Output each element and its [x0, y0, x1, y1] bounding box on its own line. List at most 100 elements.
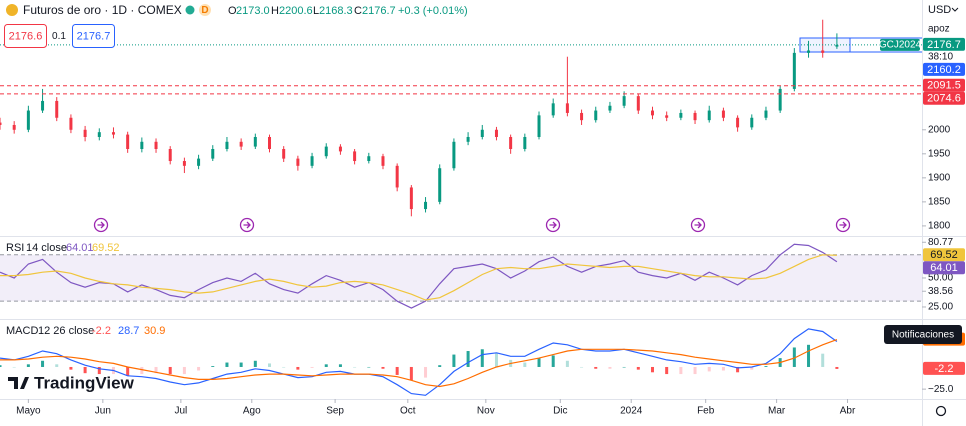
candle-body — [367, 156, 371, 162]
y-tick-label: −25.0 — [928, 384, 954, 395]
histogram-bar — [381, 366, 385, 369]
price-tag — [923, 37, 965, 51]
symbol-title[interactable]: Futuros de oro · 1D · COMEX — [23, 3, 182, 17]
histogram-bar — [154, 366, 158, 374]
x-tick-label: Oct — [400, 406, 416, 417]
sell-button[interactable] — [4, 24, 47, 48]
symbol-logo — [6, 4, 18, 16]
histogram-bar — [97, 366, 101, 375]
candle-body — [83, 129, 87, 137]
histogram-bar — [338, 364, 342, 367]
event-icon[interactable] — [239, 217, 255, 233]
candle-body — [424, 201, 428, 210]
brand-logo[interactable] — [8, 377, 29, 389]
series-line — [0, 328, 838, 396]
notification-bg — [884, 325, 962, 344]
ohlc-key: O — [228, 5, 237, 17]
sell-price: 2176.6 — [9, 30, 43, 42]
histogram-bar — [282, 366, 286, 368]
settings-icon[interactable] — [935, 405, 947, 417]
badge: D — [201, 5, 208, 16]
ohlc-key: L — [313, 5, 319, 17]
price-tag-label: 2160.2 — [927, 64, 961, 76]
histogram-bar — [665, 366, 669, 375]
histogram-bar — [821, 353, 825, 367]
event-icon[interactable] — [690, 217, 706, 233]
x-tick-label: Sep — [326, 406, 344, 417]
candle-body — [480, 129, 484, 137]
histogram-bar — [608, 366, 612, 369]
scale-mode[interactable]: apoz — [928, 24, 950, 35]
legend-value: 30.9 — [144, 325, 165, 337]
histogram-bar — [353, 366, 357, 368]
candle-body — [353, 151, 357, 162]
symbol-tag-label: GCJ2024 — [879, 39, 922, 50]
buy-button[interactable] — [72, 24, 115, 48]
ohlc-change: +0.3 (+0.01%) — [398, 5, 468, 17]
candle-body — [296, 158, 300, 166]
y-tick-label: 2000 — [928, 124, 951, 135]
brand[interactable]: TradingView — [34, 373, 135, 392]
histogram-bar — [296, 366, 300, 370]
marks: 1800 1850 1900 1950 2000 Mayo Jun Jul Ago Sep Oct N… — [0, 19, 965, 417]
buy-price: 2176.7 — [77, 30, 111, 42]
y-tick-label: 38.56 — [928, 286, 953, 297]
market-status[interactable] — [185, 5, 195, 15]
candle-body — [211, 149, 215, 159]
event-icon[interactable] — [93, 217, 109, 233]
histogram-bar — [580, 366, 584, 368]
histogram-bar — [679, 366, 683, 375]
price-tag-label: 2176.7 — [927, 39, 961, 51]
histogram-bar — [310, 366, 314, 368]
candle-body — [665, 115, 669, 118]
histogram-bar — [438, 365, 442, 367]
histogram-bar — [69, 366, 73, 370]
histogram-bar — [750, 366, 754, 370]
series-line — [0, 254, 837, 301]
y-tick-label: 1850 — [928, 197, 951, 208]
histogram-bar — [707, 366, 711, 372]
candle-body — [594, 110, 598, 121]
candle-body — [821, 50, 825, 53]
histogram-bar — [551, 355, 555, 367]
x-tick-label: Mayo — [16, 406, 41, 417]
candle-body — [438, 168, 442, 202]
histogram-bar — [537, 358, 541, 367]
currency[interactable]: USD — [928, 4, 951, 16]
histogram-bar — [480, 349, 484, 367]
event-icon[interactable] — [545, 217, 561, 233]
candle-body — [41, 100, 45, 111]
price-tag — [923, 361, 965, 375]
histogram-bar — [225, 362, 229, 367]
event-icons — [93, 217, 851, 233]
candle-body — [0, 122, 2, 125]
candle-body — [282, 149, 286, 159]
currency-caret[interactable] — [951, 7, 959, 12]
x-tick-label: Mar — [768, 406, 786, 417]
histogram-bar — [26, 364, 30, 367]
candle-body — [835, 44, 839, 47]
price-tag-label: 2074.6 — [927, 93, 961, 105]
series-line — [0, 339, 838, 388]
candle-body — [69, 117, 73, 130]
x-tick-label: 2024 — [620, 406, 643, 417]
candle-body — [750, 117, 754, 128]
badge-bg[interactable] — [199, 4, 211, 16]
candle-body — [466, 136, 470, 142]
histogram-bar — [41, 360, 45, 367]
x-tick-label: Abr — [840, 406, 856, 417]
indicator-params: 12 26 close — [38, 325, 94, 337]
histogram-bar — [807, 344, 811, 367]
legend-value: 28.7 — [118, 325, 139, 337]
candle-body — [97, 132, 101, 137]
histogram-bar — [126, 366, 130, 376]
price-tag-label: -2.2 — [935, 363, 954, 375]
candle-body — [338, 146, 342, 152]
x-tick-label: Dic — [553, 406, 567, 417]
event-icon[interactable] — [835, 217, 851, 233]
histogram-bar — [721, 366, 725, 371]
candle-body — [452, 141, 456, 169]
countdown-bg — [923, 50, 965, 63]
